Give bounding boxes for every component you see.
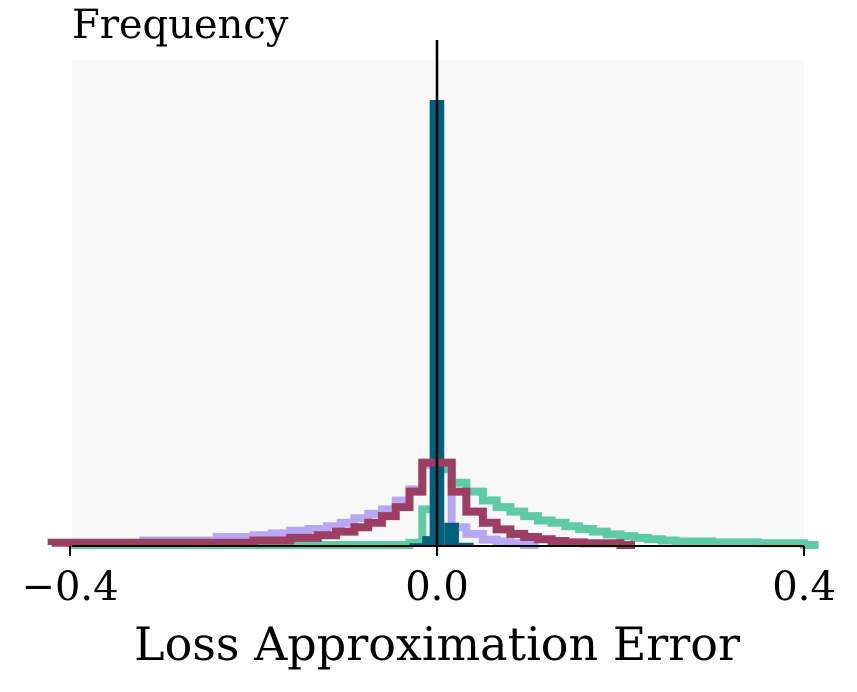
x-axis-label: Loss Approximation Error [134, 617, 740, 671]
series-4-step-outline [47, 458, 636, 549]
series-layer [47, 100, 819, 549]
series-3-bar-4 [444, 522, 459, 545]
series-3-bar-5 [459, 542, 474, 545]
y-axis-label: Frequency [72, 2, 289, 48]
x-tick-label-2: 0.0 [405, 564, 469, 610]
series-3-bar-2 [422, 536, 437, 545]
x-tick-label-1: −0.4 [21, 564, 118, 610]
series-1-step-outline [66, 460, 539, 549]
x-tick-label-3: 0.4 [772, 564, 836, 610]
x-tick-layer: −0.4 0.0 0.4 [21, 546, 836, 610]
series-3-bar-1 [409, 543, 425, 545]
